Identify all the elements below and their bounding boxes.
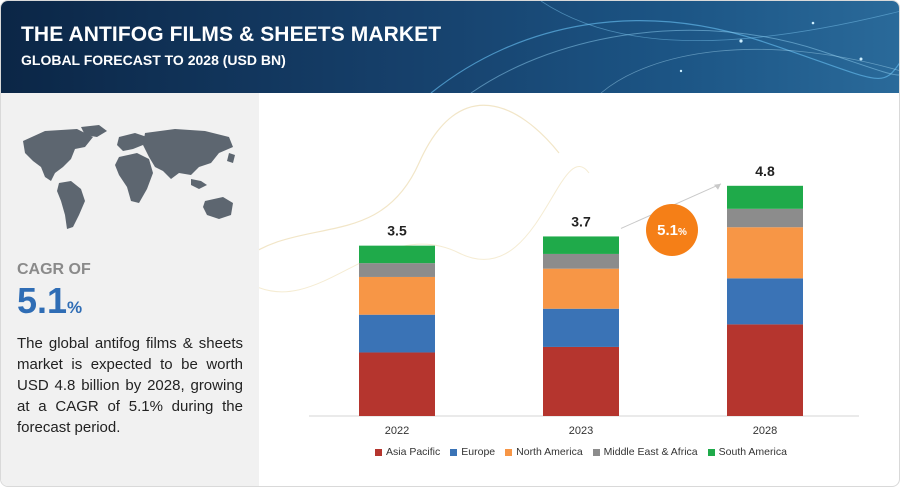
cagr-badge-label: 5.1% (657, 222, 687, 239)
header-background-graphic (430, 1, 899, 93)
x-tick-label-2028: 2028 (753, 425, 777, 437)
legend-label: Middle East & Africa (603, 446, 698, 458)
bar-total-label-2028: 4.8 (755, 163, 775, 179)
cagr-label: CAGR OF (17, 261, 91, 278)
cagr-badge (646, 204, 698, 256)
legend-swatch (592, 448, 600, 456)
legend-item-asia-pacific: Asia Pacific (375, 446, 440, 458)
bar-segment-europe-2028 (727, 278, 803, 325)
page-title: THE ANTIFOG FILMS & SHEETS MARKET (21, 23, 442, 46)
summary-panel: CAGR OF 5.1% The global antifog films & … (1, 93, 259, 486)
legend-swatch (505, 448, 513, 456)
bar-segment-asia-pacific-2022 (359, 352, 435, 416)
stacked-bar-chart: 3.5 2022 3.7 2023 4.8 2028 5.1% (259, 93, 899, 486)
cagr-unit: % (67, 298, 83, 317)
x-tick-label-2023: 2023 (569, 425, 593, 437)
page-subtitle: GLOBAL FORECAST TO 2028 (USD BN) (21, 52, 286, 68)
legend-label: South America (718, 446, 787, 458)
chart-labels: 3.5 2022 3.7 2023 4.8 2028 5.1% (385, 163, 777, 437)
growth-arrow-head (714, 183, 721, 190)
legend-item-north-america: North America (505, 446, 583, 458)
market-description: The global antifog films & sheets market… (17, 335, 243, 436)
cagr-number: 5.1 (17, 280, 68, 321)
bar-segment-south-america-2023 (543, 236, 619, 254)
chart-decoration (259, 104, 590, 293)
legend-swatch (450, 448, 458, 456)
bar-segment-middle-east-africa-2023 (543, 253, 619, 269)
bar-segment-north-america-2022 (359, 276, 435, 315)
bar-segment-middle-east-africa-2022 (359, 263, 435, 277)
bar-total-label-2022: 3.5 (387, 223, 407, 239)
legend-item-europe: Europe (450, 446, 495, 458)
cagr-value: 5.1% (17, 281, 82, 328)
legend-item-middle-east-africa: Middle East & Africa (592, 446, 698, 458)
legend-swatch (375, 448, 382, 456)
bar-segment-north-america-2023 (543, 268, 619, 309)
chart-legend: Asia Pacific Europe North America Middle Ea… (375, 445, 797, 459)
chart-bars (309, 185, 859, 417)
bar-segment-north-america-2028 (727, 227, 803, 279)
bar-segment-asia-pacific-2023 (543, 346, 619, 416)
bar-segment-europe-2023 (543, 308, 619, 347)
bar-segment-south-america-2022 (359, 245, 435, 264)
legend-label: Asia Pacific (386, 446, 441, 458)
world-map-icon (23, 125, 235, 229)
decorative-curve (259, 166, 590, 293)
legend-label: North America (516, 446, 583, 458)
bar-segment-south-america-2028 (727, 185, 803, 209)
legend-label: Europe (461, 446, 496, 458)
bar-segment-middle-east-africa-2028 (727, 208, 803, 228)
bar-segment-europe-2022 (359, 314, 435, 353)
x-tick-label-2022: 2022 (385, 425, 409, 437)
legend-swatch (707, 448, 715, 456)
decorative-curve (259, 104, 560, 251)
header-banner: THE ANTIFOG FILMS & SHEETS MARKET GLOBAL… (1, 1, 899, 93)
chart-canvas: 3.5 2022 3.7 2023 4.8 2028 5.1% (259, 104, 859, 437)
bar-total-label-2023: 3.7 (571, 213, 591, 229)
bar-segment-asia-pacific-2028 (727, 324, 803, 416)
legend-item-south-america: South America (707, 446, 787, 458)
